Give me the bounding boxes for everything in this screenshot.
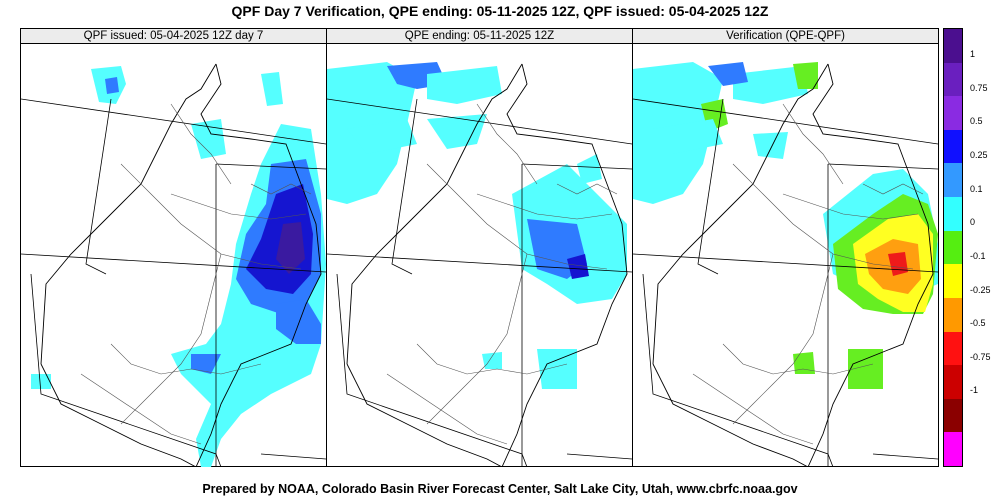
precip-area [191, 119, 226, 159]
precip-area [261, 72, 283, 106]
legend-label: -0.75 [970, 351, 991, 362]
legend-swatch [944, 62, 962, 97]
legend-swatch [944, 297, 962, 333]
diff-area [793, 352, 815, 374]
legend-swatch [944, 432, 962, 467]
qpe-panel: QPE ending: 05-11-2025 12Z [326, 28, 633, 467]
footer-credit: Prepared by NOAA, Colorado Basin River F… [202, 482, 798, 496]
diff-area [708, 62, 748, 86]
legend-label: 0.5 [970, 116, 983, 127]
legend-swatch [944, 197, 962, 232]
verification-field [633, 62, 938, 389]
precip-area [191, 354, 221, 374]
qpf-precip-field [31, 66, 326, 467]
legend-swatch [944, 129, 962, 164]
legend-swatch [944, 331, 962, 366]
precip-area [427, 114, 487, 149]
precip-area [276, 222, 305, 274]
legend-label: -0.5 [970, 318, 986, 329]
diff-area [793, 62, 818, 89]
precip-area [347, 119, 417, 154]
legend-swatch [944, 365, 962, 400]
legend-swatch [944, 264, 962, 299]
legend-swatch [944, 163, 962, 198]
legend-label: 0 [970, 217, 976, 228]
state-borders [633, 98, 938, 467]
precip-area [105, 77, 119, 94]
rivers [692, 103, 924, 445]
diff-area [733, 66, 808, 104]
qpe-panel-header: QPE ending: 05-11-2025 12Z [327, 29, 632, 44]
diff-area [653, 119, 723, 154]
chart-title: QPF Day 7 Verification, QPE ending: 05-1… [231, 3, 769, 19]
legend-label: -0.25 [970, 284, 991, 295]
qpe-map [327, 62, 632, 467]
legend-label: -0.1 [970, 250, 986, 261]
state-borders [327, 98, 632, 467]
verification-panel: Verification (QPE-QPF) [632, 28, 939, 467]
precip-area [276, 299, 321, 344]
verification-map [633, 62, 938, 467]
qpf-panel: QPF issued: 05-04-2025 12Z day 7 [20, 28, 327, 467]
precip-area [577, 154, 602, 184]
diff-area [753, 132, 788, 159]
verification-panel-header: Verification (QPE-QPF) [633, 29, 938, 44]
precip-area [482, 352, 502, 369]
precip-area [537, 349, 577, 389]
legend-swatch [944, 29, 962, 64]
diff-area [848, 349, 883, 389]
legend-label: 1 [970, 49, 976, 60]
precip-area [31, 374, 51, 389]
qpf-map [21, 63, 326, 467]
color-legend [943, 28, 963, 467]
legend-swatch [944, 230, 962, 265]
rivers [80, 103, 312, 445]
precip-area [567, 254, 589, 279]
legend-label: -1 [970, 385, 979, 396]
rivers [386, 103, 618, 445]
legend-label: 0.75 [970, 82, 988, 93]
legend-swatch [944, 398, 962, 433]
qpe-precip-field [327, 62, 627, 389]
precip-area [427, 66, 502, 104]
legend-swatch [944, 96, 962, 131]
legend-label: 0.1 [970, 183, 983, 194]
legend-label: 0.25 [970, 150, 988, 161]
qpf-panel-header: QPF issued: 05-04-2025 12Z day 7 [21, 29, 326, 44]
state-borders [21, 98, 326, 467]
